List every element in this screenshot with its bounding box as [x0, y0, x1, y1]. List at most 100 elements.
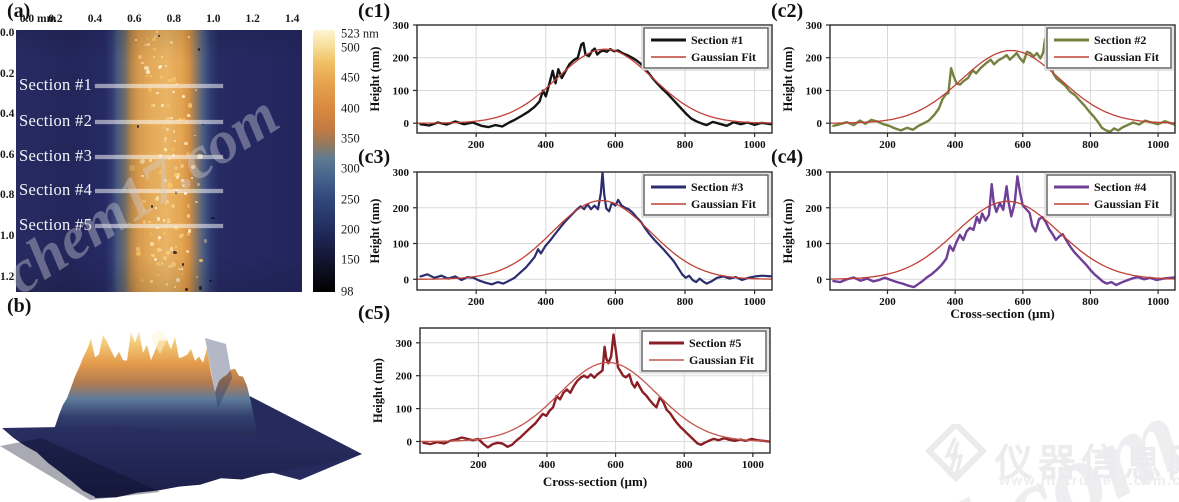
- svg-text:400: 400: [947, 296, 964, 308]
- surface-speckle: [153, 257, 157, 261]
- section-label: Section #5: [19, 215, 93, 234]
- svg-text:200: 200: [393, 203, 410, 215]
- svg-text:Section #1: Section #1: [691, 33, 743, 47]
- svg-text:Gaussian Fit: Gaussian Fit: [1094, 197, 1159, 211]
- surface-speckle: [151, 104, 155, 108]
- surface-speckle: [178, 135, 180, 137]
- surface-speckle: [162, 231, 167, 236]
- svg-text:800: 800: [676, 459, 693, 471]
- heatmap-y-tick: 0.6: [0, 148, 15, 161]
- surface-speckle: [173, 173, 178, 177]
- colorbar-tick-label: 500: [341, 40, 360, 55]
- heatmap-x-tick: 1.0: [206, 13, 221, 25]
- svg-text:200: 200: [396, 371, 413, 383]
- surface-speckle: [156, 30, 159, 33]
- surface-speckle: [191, 176, 194, 179]
- chart-c3-plot: 200 400 600 800 1000 0 100 200 300 Height (nm) Sec…: [368, 167, 773, 308]
- surface-speckle: [166, 127, 170, 132]
- surface-speckle: [170, 262, 176, 268]
- svg-text:0: 0: [404, 274, 410, 286]
- section-line: [95, 189, 223, 193]
- surface-dark-speck: [198, 286, 203, 290]
- site-watermark-logo-icon: [924, 419, 988, 483]
- surface-speckle: [136, 251, 141, 257]
- chart-c4-plot: 200 400 600 800 1000 0 100 200 300 Height (nm) Cro…: [781, 167, 1176, 321]
- colorbar-tick-label: 150: [341, 252, 360, 267]
- surface-speckle: [187, 103, 193, 108]
- surface-speckle: [156, 273, 160, 276]
- section-line: [95, 224, 223, 228]
- svg-text:600: 600: [607, 296, 624, 308]
- svg-text:Gaussian Fit: Gaussian Fit: [691, 197, 756, 211]
- surface-speckle: [159, 171, 162, 174]
- section-label: Section #3: [19, 146, 93, 165]
- surface-speckle: [153, 34, 158, 39]
- colorbar-tick-label: 250: [341, 192, 360, 207]
- heatmap-y-tick: 1.0: [0, 230, 15, 242]
- section-label: Section #2: [19, 110, 93, 130]
- surface-speckle: [146, 74, 148, 77]
- section-label: Section #4: [19, 180, 93, 199]
- svg-text:100: 100: [806, 85, 823, 97]
- surface-speckle: [197, 183, 200, 186]
- heatmap-x-tick: 1.4: [284, 13, 300, 25]
- surface-speckle: [151, 253, 155, 258]
- svg-text:1000: 1000: [1147, 296, 1170, 308]
- panel-c1-label: (c1): [358, 0, 391, 22]
- svg-text:200: 200: [806, 203, 823, 215]
- chart-c1-plot: 200 400 600 800 1000 0 100 200 300 Height (nm) Sec…: [368, 20, 773, 151]
- surface-speckle: [195, 89, 198, 92]
- surface-speckle: [161, 262, 164, 265]
- surface-speckle: [156, 217, 161, 222]
- heatmap-x-tick: 0.0 mm: [19, 13, 57, 25]
- colorbar-tick-label: 350: [341, 131, 360, 146]
- surface-speckle: [137, 54, 143, 59]
- surface-speckle: [179, 163, 184, 168]
- svg-text:200: 200: [393, 53, 410, 65]
- surface-speckle: [180, 268, 183, 271]
- surface-speckle: [129, 165, 135, 171]
- surface-speckle: [150, 242, 155, 246]
- heatmap-x-tick: 0.8: [166, 13, 181, 25]
- svg-text:800: 800: [677, 139, 694, 151]
- colorbar-tick-label: 200: [341, 222, 360, 237]
- surface-speckle: [162, 125, 166, 129]
- colorbar-tick-label: 98: [341, 284, 354, 299]
- svg-text:100: 100: [806, 239, 823, 251]
- surface-speckle: [168, 264, 173, 269]
- surface-speckle: [185, 250, 189, 254]
- svg-text:Height (nm): Height (nm): [781, 47, 795, 112]
- svg-text:300: 300: [806, 20, 823, 32]
- colorbar-tick-label: 450: [341, 70, 360, 85]
- colorbar-tick-label: 300: [341, 161, 360, 176]
- surface-speckle: [162, 123, 166, 126]
- section-line: [95, 119, 223, 124]
- svg-text:800: 800: [1082, 296, 1099, 308]
- svg-text:400: 400: [539, 459, 556, 471]
- svg-text:Gaussian Fit: Gaussian Fit: [689, 353, 754, 367]
- surface-speckle: [170, 124, 173, 126]
- svg-text:300: 300: [396, 338, 413, 350]
- surface-speckle: [164, 202, 168, 205]
- surface-speckle: [158, 65, 162, 69]
- surface-dark-speck: [150, 204, 153, 208]
- svg-text:300: 300: [806, 167, 823, 179]
- svg-text:0: 0: [817, 274, 823, 286]
- surface-speckle: [164, 148, 167, 151]
- svg-text:300: 300: [393, 20, 410, 32]
- site-watermark-url: www.instrument.com.cn: [999, 472, 1179, 488]
- surface-speckle: [162, 219, 166, 222]
- surface-speckle: [140, 279, 144, 283]
- surface-speckle: [170, 47, 174, 51]
- surface-speckle: [144, 43, 147, 47]
- surface-dark-speck: [157, 35, 160, 38]
- svg-text:300: 300: [393, 167, 410, 179]
- surface-speckle: [164, 139, 167, 142]
- surface-speckle: [165, 283, 169, 286]
- panel-c3: 200 400 600 800 1000 0 100 200 300 Height (nm) Sec…: [357, 146, 775, 310]
- surface-dark-speck: [184, 287, 189, 292]
- surface-speckle: [147, 43, 150, 47]
- surface-speckle: [175, 249, 178, 253]
- surface-speckle: [168, 249, 171, 252]
- surface-speckle: [194, 134, 196, 137]
